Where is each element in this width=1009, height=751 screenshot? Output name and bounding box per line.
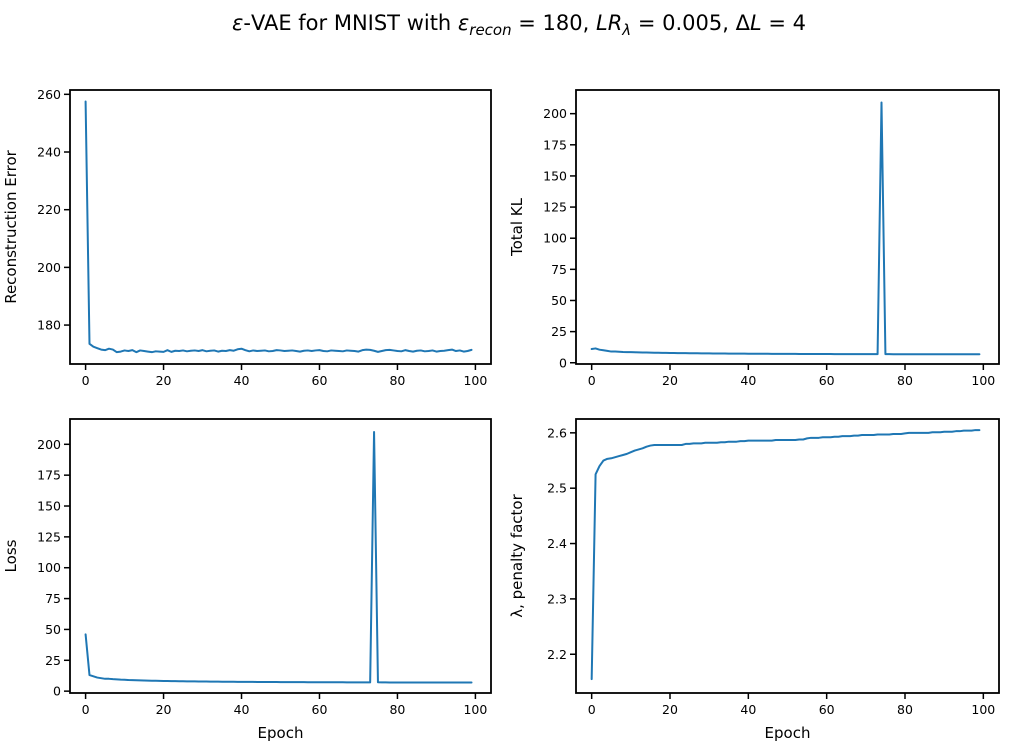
reconstruction-error-x-tick-label: 40 [234, 373, 250, 388]
total-kl-plot: 0 20 40 60 80 100 0 25 50 75 100 125 150 175 200 Total … [508, 89, 1000, 388]
total-kl-x-tick-label: 20 [662, 373, 678, 388]
total-kl-x-tick-label: 40 [740, 373, 756, 388]
loss-plot: 0 20 40 60 80 100 0 25 50 75 100 125 150 175 200 Loss Ep… [2, 418, 492, 742]
loss-y-axis-label: Loss [2, 539, 20, 572]
reconstruction-error-y-axis-label: Reconstruction Error [2, 149, 20, 303]
reconstruction-error-plot: 0 20 40 60 80 100 180 200 220 240 260 Reconstructio… [2, 87, 492, 388]
total-kl-y-tick-label: 150 [543, 168, 567, 183]
loss-x-axis-label: Epoch [258, 724, 304, 742]
loss-y-tick-label: 100 [37, 560, 61, 575]
reconstruction-error-y-tick-label: 220 [37, 202, 61, 217]
loss-y-tick-label: 75 [45, 591, 61, 606]
reconstruction-error-y-tick-label: 180 [37, 318, 61, 333]
penalty-factor-x-axis-label: Epoch [765, 724, 811, 742]
total-kl-x-tick-label: 0 [588, 373, 596, 388]
total-kl-y-tick-label: 75 [551, 262, 567, 277]
reconstruction-error-x-tick-label: 20 [156, 373, 172, 388]
loss-y-tick-label: 200 [37, 437, 61, 452]
penalty-factor-axes-frame [575, 418, 1000, 694]
total-kl-x-tick-label: 60 [819, 373, 835, 388]
loss-x-tick-label: 100 [463, 702, 487, 717]
total-kl-x-tick-label: 80 [897, 373, 913, 388]
reconstruction-error-x-tick-label: 60 [312, 373, 328, 388]
total-kl-y-tick-label: 125 [543, 200, 567, 215]
penalty-factor-y-tick-label: 2.4 [547, 536, 567, 551]
loss-y-tick-label: 0 [53, 684, 61, 699]
total-kl-axes-frame [575, 89, 1000, 365]
loss-y-tick-label: 150 [37, 499, 61, 514]
penalty-factor-x-tick-label: 80 [897, 702, 913, 717]
loss-x-tick-label: 20 [156, 702, 172, 717]
reconstruction-error-x-tick-label: 80 [389, 373, 405, 388]
loss-y-tick-label: 25 [45, 653, 61, 668]
reconstruction-error-y-tick-label: 240 [37, 145, 61, 160]
total-kl-x-tick-label: 100 [971, 373, 995, 388]
total-kl-y-tick-label: 100 [543, 231, 567, 246]
penalty-factor-x-tick-label: 0 [588, 702, 596, 717]
figure-title: ε-VAE for MNIST with εrecon = 180, LRλ =… [232, 11, 806, 39]
penalty-factor-series-line-0 [590, 429, 981, 681]
reconstruction-error-axes-frame [69, 89, 492, 365]
reconstruction-error-series-line-0 [84, 100, 473, 354]
penalty-factor-x-tick-label: 60 [819, 702, 835, 717]
reconstruction-error-y-tick-label: 200 [37, 260, 61, 275]
penalty-factor-y-tick-label: 2.3 [547, 591, 567, 606]
penalty-factor-x-tick-label: 100 [971, 702, 995, 717]
reconstruction-error-x-tick-label: 0 [82, 373, 90, 388]
total-kl-y-tick-label: 0 [559, 355, 567, 370]
total-kl-y-tick-label: 25 [551, 324, 567, 339]
loss-y-tick-label: 50 [45, 622, 61, 637]
penalty-factor-y-tick-label: 2.5 [547, 481, 567, 496]
loss-series-line-0 [84, 430, 473, 684]
reconstruction-error-x-tick-label: 100 [463, 373, 487, 388]
penalty-factor-y-tick-label: 2.2 [547, 647, 567, 662]
penalty-factor-y-tick-label: 2.6 [547, 425, 567, 440]
total-kl-y-tick-label: 50 [551, 293, 567, 308]
loss-y-tick-label: 175 [37, 468, 61, 483]
penalty-factor-plot: 0 20 40 60 80 100 2.2 2.3 2.4 2.5 2.6 λ, penalty fa… [508, 418, 1000, 742]
total-kl-y-tick-label: 200 [543, 106, 567, 121]
loss-axes-frame [69, 418, 492, 694]
total-kl-y-tick-label: 175 [543, 137, 567, 152]
penalty-factor-x-tick-label: 20 [662, 702, 678, 717]
loss-x-tick-label: 80 [389, 702, 405, 717]
total-kl-series-line-0 [590, 101, 981, 356]
loss-x-tick-label: 60 [312, 702, 328, 717]
loss-y-tick-label: 125 [37, 529, 61, 544]
total-kl-y-axis-label: Total KL [508, 197, 526, 257]
penalty-factor-x-tick-label: 40 [740, 702, 756, 717]
penalty-factor-y-axis-label: λ, penalty factor [508, 493, 526, 617]
reconstruction-error-y-tick-label: 260 [37, 87, 61, 102]
loss-x-tick-label: 40 [234, 702, 250, 717]
loss-x-tick-label: 0 [82, 702, 90, 717]
